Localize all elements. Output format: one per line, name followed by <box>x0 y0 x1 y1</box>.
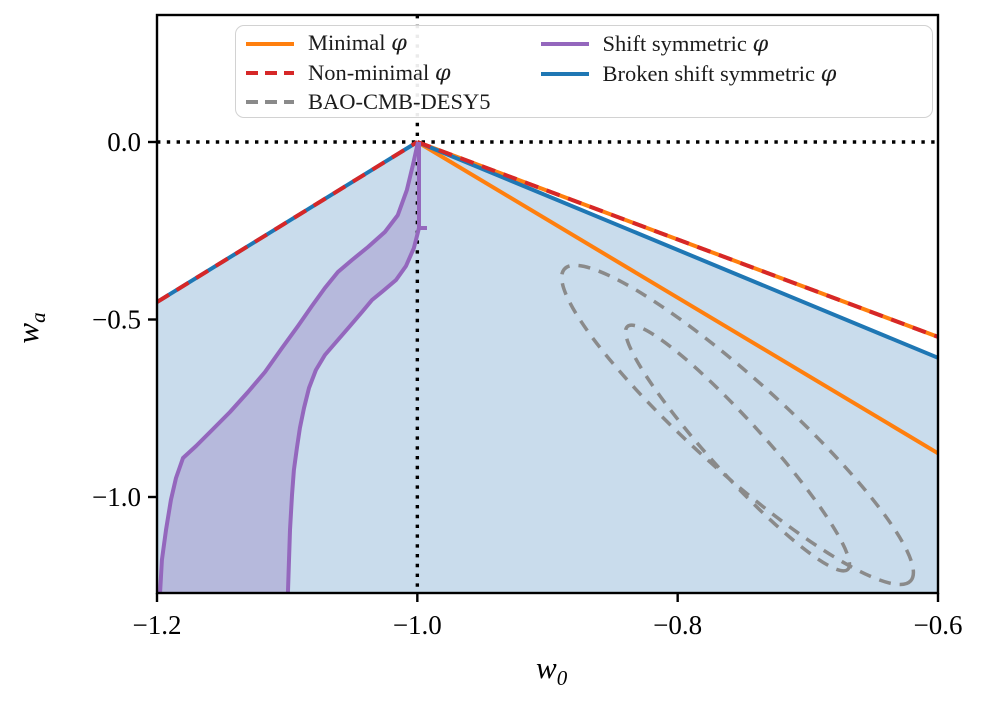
model-lines <box>155 140 940 456</box>
legend-line-sample-shift-symmetric <box>540 42 589 46</box>
y-tick-label: 0.0 <box>107 127 141 157</box>
legend-label: Minimal φ <box>308 30 407 57</box>
x-tick-label: −1.0 <box>393 610 442 640</box>
legend-item-bao-cmb-desy5: BAO-CMB-DESY5 <box>246 88 491 117</box>
axis-ticks <box>148 140 940 602</box>
confidence-contours <box>559 263 916 587</box>
non-minimal-phi-line-left <box>155 140 419 304</box>
shift-symmetric-band-outline <box>158 141 427 595</box>
legend-line-sample-minimal <box>246 41 294 46</box>
bao-cmb-desy5-contour-2 <box>623 323 852 573</box>
bao-cmb-desy5-contour-1 <box>559 263 916 587</box>
legend-label: Broken shift symmetric φ <box>602 60 837 87</box>
shift-symmetric-left-boundary <box>158 141 420 595</box>
legend-item-non-minimal: Non-minimal φ <box>246 58 491 87</box>
legend-column-1: Minimal φ Non-minimal φ BAO-CMB-DESY5 <box>246 29 491 117</box>
legend-item-broken-shift-symmetric: Broken shift symmetric φ <box>540 59 837 89</box>
legend-column-2: Shift symmetric φ Broken shift symmetric… <box>540 29 837 117</box>
legend-label: Shift symmetric φ <box>602 30 769 57</box>
legend-label: BAO-CMB-DESY5 <box>308 89 491 115</box>
non-minimal-phi-line-right <box>416 140 939 339</box>
y-tick-label: −1.0 <box>92 482 141 512</box>
shift-symmetric-band-fill <box>160 142 419 594</box>
reference-lines <box>157 15 938 593</box>
x-tick-label: −0.8 <box>653 610 702 640</box>
x-tick-label: −0.6 <box>914 610 963 640</box>
legend-line-sample-non-minimal <box>246 70 294 75</box>
x-tick-label: −1.2 <box>133 610 182 640</box>
y-axis-label: wa <box>10 312 50 343</box>
legend-label: Non-minimal φ <box>308 59 451 86</box>
allowed-region-fill <box>157 142 938 594</box>
plot-border <box>155 13 940 595</box>
legend-line-sample-broken-shift-symmetric <box>540 72 589 76</box>
legend-line-sample-bao-cmb-desy5 <box>246 100 294 105</box>
axis-tick-labels: −1.2 −1.0 −0.8 −0.6 0.0 −0.5 −1.0 <box>92 127 962 640</box>
x-axis-label: w0 <box>536 650 568 690</box>
region-fills <box>157 142 938 594</box>
legend: Minimal φ Non-minimal φ BAO-CMB-DESY5 Sh… <box>235 25 933 118</box>
legend-item-minimal: Minimal φ <box>246 29 491 58</box>
y-tick-label: −0.5 <box>92 305 141 335</box>
minimal-phi-line <box>416 140 940 456</box>
legend-item-shift-symmetric: Shift symmetric φ <box>540 29 837 59</box>
shift-symmetric-right-boundary <box>285 142 421 594</box>
broken-shift-line-right <box>416 140 939 360</box>
